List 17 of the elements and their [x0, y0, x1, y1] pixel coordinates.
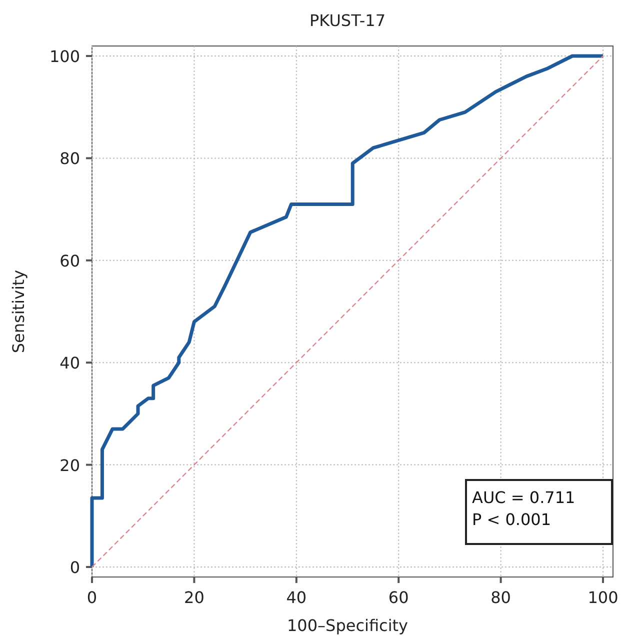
annotation: P < 0.001: [472, 510, 552, 529]
x-tick-label: 0: [86, 588, 98, 607]
x-tick-label: 80: [490, 588, 511, 607]
x-tick-label: 60: [388, 588, 409, 607]
y-axis-title: Sensitivity: [9, 270, 28, 354]
annotation: AUC = 0.711: [472, 488, 576, 507]
x-axis-title: 100–Specificity: [287, 616, 408, 635]
y-tick-label: 100: [49, 47, 80, 66]
y-tick-label: 60: [60, 251, 80, 270]
x-tick-label: 20: [184, 588, 204, 607]
y-tick-label: 80: [60, 149, 80, 168]
y-tick-label: 0: [70, 558, 80, 577]
x-tick-label: 100: [588, 588, 618, 607]
y-tick-label: 40: [60, 354, 80, 373]
y-tick-label: 20: [60, 456, 80, 475]
chart-title: PKUST-17: [309, 11, 386, 30]
x-tick-label: 40: [286, 588, 307, 607]
